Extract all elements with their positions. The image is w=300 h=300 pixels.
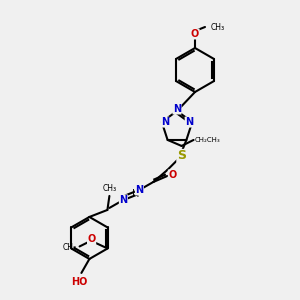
Text: N: N <box>173 104 181 114</box>
Text: H: H <box>132 189 139 199</box>
Text: CH₃: CH₃ <box>102 184 116 193</box>
Text: N: N <box>185 117 193 127</box>
Text: O: O <box>168 170 176 180</box>
Text: HO: HO <box>71 277 88 287</box>
Text: CH₃: CH₃ <box>211 22 225 32</box>
Text: O: O <box>88 234 96 244</box>
Text: N: N <box>161 117 169 127</box>
Text: CH₃: CH₃ <box>62 243 76 252</box>
Text: S: S <box>177 149 186 162</box>
Text: N: N <box>135 185 143 195</box>
Text: CH₂CH₃: CH₂CH₃ <box>195 137 220 143</box>
Text: O: O <box>191 29 199 39</box>
Text: N: N <box>119 195 128 205</box>
